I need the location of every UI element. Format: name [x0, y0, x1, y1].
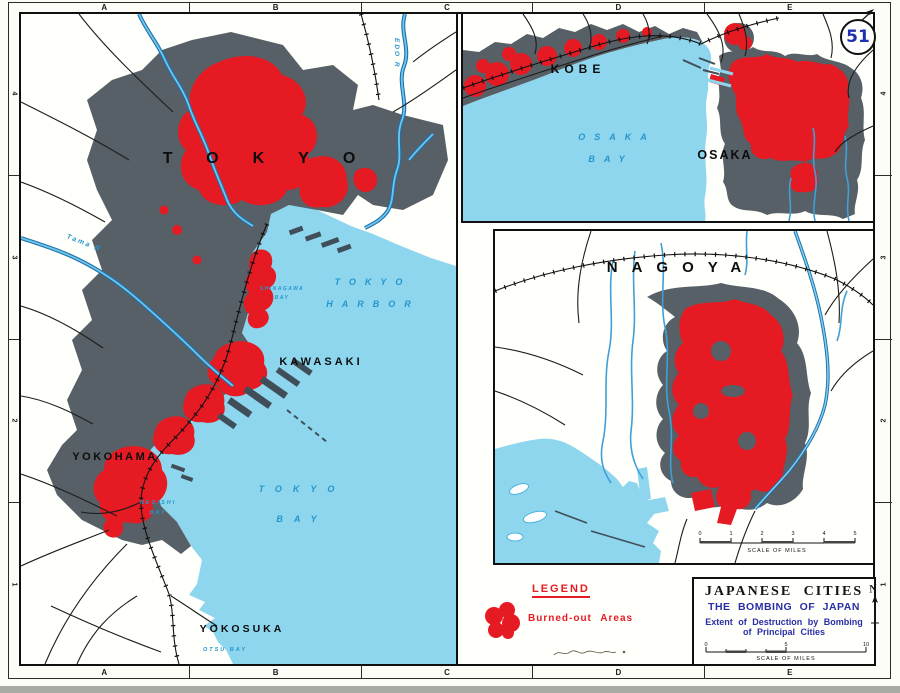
- grid-col-label: E: [787, 2, 793, 12]
- tokyo-piers: [170, 225, 352, 482]
- ise-bay-islands: [506, 483, 548, 542]
- tokyo-bay-water: [143, 203, 456, 664]
- scale-tick-label: 5: [784, 642, 787, 648]
- north-arrow-icon: [871, 595, 879, 627]
- sheet-outer-border: [8, 2, 891, 679]
- osaka-bay-label-line1: OSAKA: [578, 132, 656, 142]
- map-title-box: JAPANESE CITIES THE BOMBING OF JAPAN Ext…: [692, 577, 876, 666]
- grid-col-label: C: [362, 2, 534, 12]
- shinagawa-bay-label-line2: BAY: [274, 295, 290, 301]
- tokyo-bay-label-line2: BAY: [276, 514, 328, 524]
- nagoya-rivers: [600, 231, 848, 511]
- nagoya-roads: [495, 231, 873, 563]
- tokyo-city-label: TOKYO: [162, 150, 390, 167]
- shinagawa-bay-label-line1: SHINAGAWA: [259, 286, 305, 292]
- scale-tick-label: 4: [822, 531, 825, 537]
- scale-tick-label: 2: [760, 531, 763, 537]
- negishi-bay-label-line1: NEGISHI: [139, 500, 177, 506]
- tokyo-urban-area: [47, 32, 448, 554]
- grid-col-label: C: [362, 666, 534, 678]
- title-line4: of Principal Cities: [742, 627, 826, 637]
- scale-caption: SCALE OF MILES: [756, 656, 815, 662]
- nagoya-scale-bar: 0 1 2 3 4 5 SCALE OF MILES: [698, 531, 856, 554]
- scale-caption: SCALE OF MILES: [747, 548, 806, 554]
- tokyo-railways: [138, 14, 382, 664]
- grid-col-label: E: [787, 667, 793, 677]
- grid-row-label: 4: [875, 12, 892, 176]
- scale-tick-label: 1: [729, 531, 732, 537]
- otsu-bay-label: OTSU BAY: [202, 647, 247, 653]
- tokyo-harbor-label-line2: HARBOR: [326, 299, 420, 309]
- scale-tick-label: 5: [853, 531, 856, 537]
- tokyo-map-canvas: [21, 14, 456, 664]
- yokosuka-city-label: YOKOSUKA: [199, 623, 285, 635]
- scale-tick-label: 0: [704, 642, 707, 648]
- osaka-railway: [463, 15, 780, 91]
- osaka-map-canvas: [463, 14, 873, 221]
- nagoya-railway: [495, 251, 873, 307]
- grid-row-label: 1: [10, 582, 17, 587]
- osaka-bay-water: [463, 37, 712, 221]
- grid-band-left: 4 3 2 1: [8, 12, 19, 666]
- yokohama-city-label: YOKOHAMA: [72, 451, 158, 463]
- nagoya-map-canvas: 0 1 2 3 4 5 SCALE OF MILES: [495, 231, 873, 563]
- signature-mark: [553, 650, 626, 656]
- ise-bay-water: [495, 438, 661, 563]
- kawasaki-city-label: KAWASAKI: [279, 356, 363, 368]
- legend-title: LEGEND: [532, 583, 590, 598]
- grid-row-label: 3: [8, 176, 19, 340]
- tokyo-harbor-label-line1: TOKYO: [334, 277, 412, 287]
- legend-burned-label: Burned-out Areas: [528, 613, 634, 624]
- negishi-bay-label-line2: BAY: [149, 510, 167, 516]
- grid-col-label: D: [533, 666, 705, 678]
- grid-col-label: D: [533, 2, 705, 12]
- scale-tick-label: 3: [791, 531, 794, 537]
- title-scale-bar: 0 5 10 SCALE OF MILES: [704, 642, 869, 662]
- grid-row-label: 4: [8, 12, 19, 176]
- grid-row-label: 2: [8, 340, 19, 504]
- burned-area-swatch-icon: [485, 602, 520, 639]
- scan-edge-artifact: [0, 686, 900, 693]
- osaka-map-panel: KOBE OSAKA OSAKA BAY: [461, 12, 875, 223]
- nagoya-map-panel: 0 1 2 3 4 5 SCALE OF MILES NAGOYA: [493, 229, 875, 565]
- kobe-urban-band: [463, 24, 703, 106]
- osaka-rivers: [788, 127, 850, 221]
- grid-col-label: A: [19, 666, 191, 678]
- nagoya-city-label: NAGOYA: [606, 259, 756, 276]
- kobe-city-label: KOBE: [550, 62, 606, 76]
- grid-col-label: A: [19, 2, 191, 12]
- grid-band-top: A B C D E: [19, 2, 875, 12]
- legend: LEGEND Burned-out Areas: [470, 575, 685, 655]
- osaka-harbor-works: [682, 57, 734, 88]
- tokyo-rivers: [21, 14, 435, 388]
- tokyo-roads: [21, 14, 456, 664]
- north-arrow: N: [863, 582, 887, 639]
- nagoya-breakwaters: [554, 510, 646, 548]
- grid-row-label: 2: [875, 340, 892, 504]
- grid-row-label: 3: [875, 176, 892, 340]
- scale-tick-label: 0: [698, 531, 701, 537]
- grid-col-label: B: [190, 666, 362, 678]
- grid-col-label: B: [190, 2, 362, 12]
- osaka-roads: [463, 14, 873, 153]
- title-line1: JAPANESE CITIES: [704, 584, 864, 599]
- grid-band-right: 4 3 2 1: [875, 12, 892, 666]
- scale-tick-label: 10: [863, 642, 869, 648]
- tokyo-burned-areas: [93, 55, 377, 538]
- osaka-city-label: OSAKA: [697, 148, 753, 162]
- osaka-bay-label-line2: BAY: [588, 154, 634, 164]
- tokyo-bay-label-line1: TOKYO: [258, 484, 346, 494]
- nagoya-urban-patches: [693, 341, 756, 450]
- tokyo-map-panel: TOKYO KAWASAKI YOKOHAMA YOKOSUKA TOKYO H…: [19, 12, 458, 666]
- title-line3: Extent of Destruction by Bombing: [705, 617, 863, 627]
- title-line2: THE BOMBING OF JAPAN: [708, 601, 860, 613]
- grid-band-bottom: A B C D E: [19, 666, 875, 678]
- map-number-badge: 51: [840, 19, 876, 55]
- edo-river-label: EDO R: [393, 38, 400, 69]
